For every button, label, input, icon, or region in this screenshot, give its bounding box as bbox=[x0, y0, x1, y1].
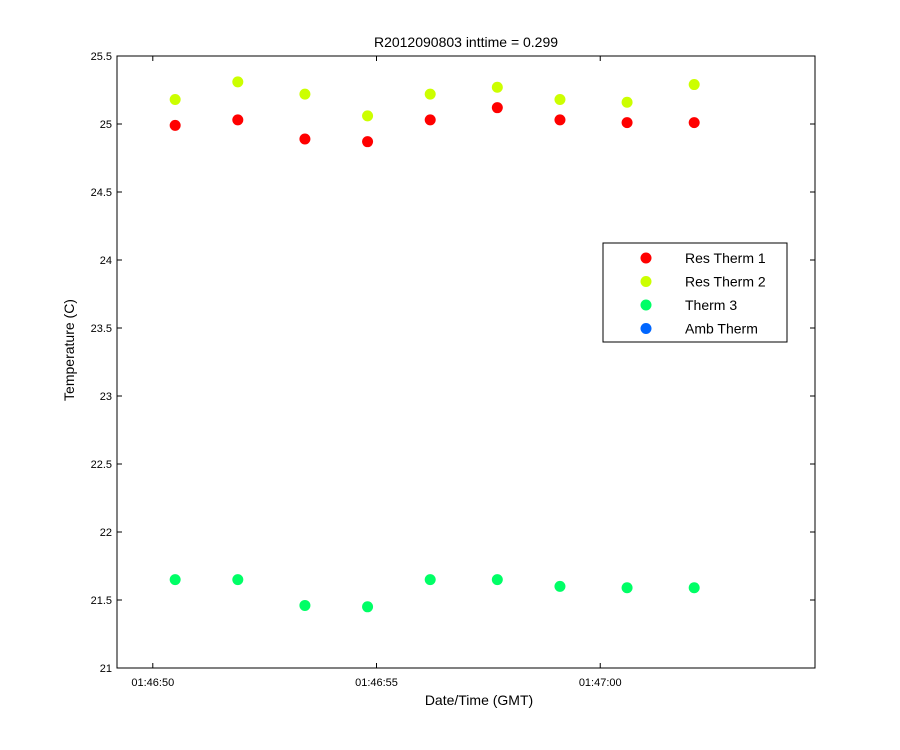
legend-marker-res-therm-2 bbox=[640, 276, 652, 287]
y-tick-label: 23.5 bbox=[91, 323, 112, 335]
legend-marker-therm-3 bbox=[640, 299, 652, 311]
data-point-res-therm-1 bbox=[554, 114, 566, 126]
x-axis: 01:46:50 01:46:55 01:47:00 bbox=[131, 56, 622, 689]
x-axis-title: Date/Time (GMT) bbox=[425, 692, 533, 708]
data-point-therm-3 bbox=[554, 580, 566, 592]
data-point-therm-3 bbox=[688, 582, 700, 594]
data-point-res-therm-2 bbox=[232, 76, 244, 88]
data-point-therm-3 bbox=[169, 574, 181, 586]
data-point-res-therm-1 bbox=[424, 114, 436, 126]
data-point-res-therm-1 bbox=[688, 117, 700, 129]
legend: Res Therm 1 Res Therm 2 Therm 3 Amb Therm bbox=[602, 242, 788, 343]
y-tick-label: 24 bbox=[100, 255, 112, 267]
legend-label-res-therm-2: Res Therm 2 bbox=[685, 274, 766, 290]
y-tick-label: 22.5 bbox=[91, 459, 112, 471]
data-point-res-therm-2 bbox=[169, 94, 181, 106]
x-tick-label: 01:47:00 bbox=[579, 677, 622, 689]
y-tick-label: 25.5 bbox=[91, 51, 112, 63]
legend-marker-amb-therm bbox=[640, 323, 652, 334]
chart-title: R2012090803 inttime = 0.299 bbox=[374, 34, 558, 50]
data-point-therm-3 bbox=[362, 601, 374, 613]
data-point-therm-3 bbox=[621, 582, 633, 594]
data-point-therm-3 bbox=[299, 599, 311, 611]
y-tick-label: 25 bbox=[100, 119, 112, 131]
data-point-res-therm-1 bbox=[232, 114, 244, 126]
legend-label-res-therm-1: Res Therm 1 bbox=[685, 250, 766, 266]
legend-marker-res-therm-1 bbox=[640, 252, 652, 264]
y-tick-label: 21.5 bbox=[91, 595, 112, 607]
data-point-therm-3 bbox=[232, 574, 244, 586]
y-tick-label: 24.5 bbox=[91, 187, 112, 199]
data-point-res-therm-2 bbox=[424, 88, 436, 100]
data-point-res-therm-1 bbox=[491, 102, 503, 114]
y-axis: 21 21.5 22 22.5 23 23.5 24 24.5 25 25.5 bbox=[91, 51, 815, 675]
data-point-res-therm-2 bbox=[621, 96, 633, 108]
data-point-therm-3 bbox=[424, 574, 436, 586]
data-point-res-therm-2 bbox=[688, 79, 700, 91]
data-point-res-therm-1 bbox=[169, 119, 181, 131]
y-tick-label: 22 bbox=[100, 527, 112, 539]
data-point-res-therm-1 bbox=[299, 133, 311, 145]
data-point-res-therm-2 bbox=[554, 94, 566, 106]
data-point-res-therm-2 bbox=[299, 88, 311, 100]
data-points bbox=[169, 76, 700, 613]
data-point-res-therm-2 bbox=[491, 81, 503, 93]
x-tick-label: 01:46:55 bbox=[355, 677, 398, 689]
data-point-res-therm-1 bbox=[362, 136, 374, 148]
data-point-therm-3 bbox=[491, 574, 503, 586]
y-tick-label: 23 bbox=[100, 391, 112, 403]
legend-box bbox=[602, 242, 788, 343]
data-point-res-therm-1 bbox=[621, 117, 633, 129]
y-axis-title: Temperature (C) bbox=[61, 299, 77, 401]
y-tick-label: 21 bbox=[100, 663, 112, 675]
data-point-res-therm-2 bbox=[362, 110, 374, 122]
plot-area bbox=[116, 55, 816, 669]
legend-label-therm-3: Therm 3 bbox=[685, 297, 737, 313]
x-tick-label: 01:46:50 bbox=[131, 677, 174, 689]
legend-label-amb-therm: Amb Therm bbox=[685, 321, 758, 337]
